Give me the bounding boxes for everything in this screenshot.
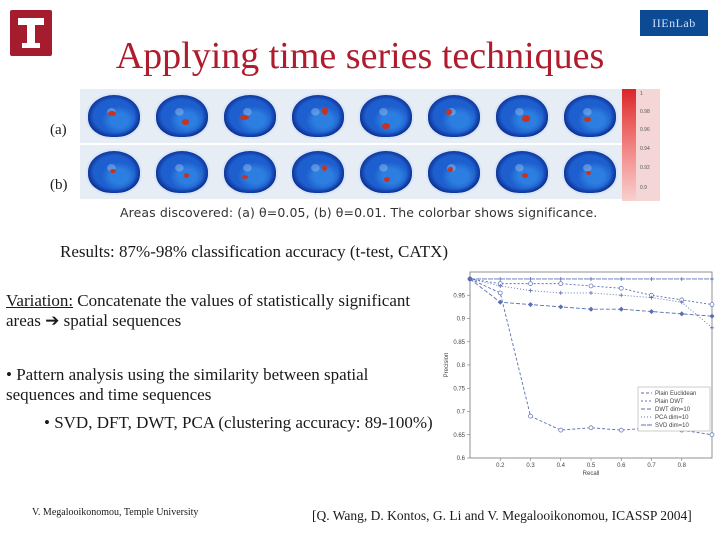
data-point (679, 300, 684, 305)
legend-entry: Plain DWT (655, 399, 684, 405)
colorbar-tick: 1 (640, 91, 643, 97)
significance-colorbar: 1 0.98 0.96 0.94 0.92 0.9 (622, 89, 660, 201)
y-tick-label: 0.8 (457, 363, 466, 369)
legend-entry: SVD dim=10 (655, 423, 690, 429)
row-b-label: (b) (50, 177, 68, 193)
data-point (618, 285, 624, 291)
data-point (619, 293, 624, 298)
y-tick-label: 0.7 (457, 410, 466, 416)
legend-entry: Plain Euclidean (655, 391, 696, 397)
results-text: Results: 87%-98% classification accuracy… (60, 242, 449, 261)
variation-text: Concatenate the values of statistically … (6, 291, 411, 330)
brain-slices-row-a (80, 89, 622, 143)
colorbar-tick: 0.96 (640, 127, 650, 133)
data-point (710, 276, 714, 281)
data-point (709, 302, 715, 307)
data-point (528, 413, 533, 419)
data-point (709, 432, 715, 438)
y-tick-label: 0.85 (453, 340, 465, 346)
data-point (679, 311, 685, 317)
colorbar-tick: 0.92 (640, 165, 650, 171)
data-point (679, 276, 684, 281)
temple-logo-icon (10, 10, 52, 56)
bullet-methods: • SVD, DFT, DWT, PCA (clustering accurac… (44, 413, 433, 432)
data-point (528, 288, 533, 293)
data-point (558, 290, 563, 295)
data-point (497, 290, 503, 296)
colorbar-tick: 0.94 (640, 146, 650, 152)
data-point (558, 304, 564, 310)
series-line-0 (469, 278, 713, 436)
data-point (618, 306, 624, 312)
precision-recall-chart: 0.6 0.65 0.7 0.75 0.8 0.85 0.9 0.95 0.2 0.3 0.4 0.5… (438, 262, 720, 480)
y-tick-label: 0.65 (453, 433, 465, 439)
x-tick-label: 0.4 (557, 463, 566, 469)
footer-author: V. Megalooikonomou, Temple University (32, 507, 199, 518)
bullet-pattern-analysis: • Pattern analysis using the similarity … (6, 365, 369, 404)
data-point (528, 281, 533, 286)
legend-entry: PCA dim=10 (655, 415, 689, 421)
brain-slices-row-b (80, 145, 622, 199)
footer-citation: [Q. Wang, D. Kontos, G. Li and V. Megalo… (312, 508, 692, 523)
y-tick-label: 0.9 (457, 317, 466, 323)
x-tick-label: 0.8 (678, 463, 687, 469)
row-a-label: (a) (50, 122, 67, 138)
y-tick-label: 0.6 (457, 456, 466, 462)
data-point (558, 427, 564, 433)
data-point (648, 308, 655, 315)
x-tick-label: 0.7 (647, 463, 656, 469)
data-point (649, 295, 654, 300)
x-tick-label: 0.2 (496, 463, 505, 469)
data-point (709, 313, 715, 319)
y-axis-label: Precision (444, 353, 450, 378)
data-point (589, 290, 593, 295)
y-tick-label: 0.75 (453, 386, 465, 392)
data-point (618, 427, 624, 433)
data-point (649, 276, 654, 281)
data-point (527, 302, 534, 308)
data-point (528, 276, 533, 281)
data-point (619, 276, 624, 281)
x-tick-label: 0.3 (526, 463, 535, 469)
x-tick-label: 0.6 (617, 463, 626, 469)
variation-label: Variation: (6, 291, 74, 310)
data-point (558, 281, 564, 286)
x-tick-label: 0.5 (587, 463, 596, 469)
colorbar-tick: 0.98 (640, 109, 650, 115)
data-point (498, 283, 503, 288)
colorbar-tick: 0.9 (640, 185, 647, 191)
slide-title: Applying time series techniques (115, 35, 605, 77)
legend-entry: DWT dim=10 (655, 407, 691, 413)
data-point (588, 283, 594, 289)
figure-caption: Areas discovered: (a) θ=0.05, (b) θ=0.01… (120, 205, 598, 220)
data-point (588, 306, 594, 312)
x-axis-label: Recall (583, 471, 600, 477)
data-point (558, 276, 563, 281)
data-point (710, 325, 714, 330)
lab-logo: IIEnLab (640, 10, 708, 36)
data-point (588, 425, 594, 431)
data-point (589, 276, 593, 281)
variation-paragraph: Variation: Concatenate the values of sta… (6, 291, 426, 331)
y-tick-label: 0.95 (453, 293, 465, 299)
data-point (498, 276, 503, 281)
data-point (468, 276, 472, 281)
